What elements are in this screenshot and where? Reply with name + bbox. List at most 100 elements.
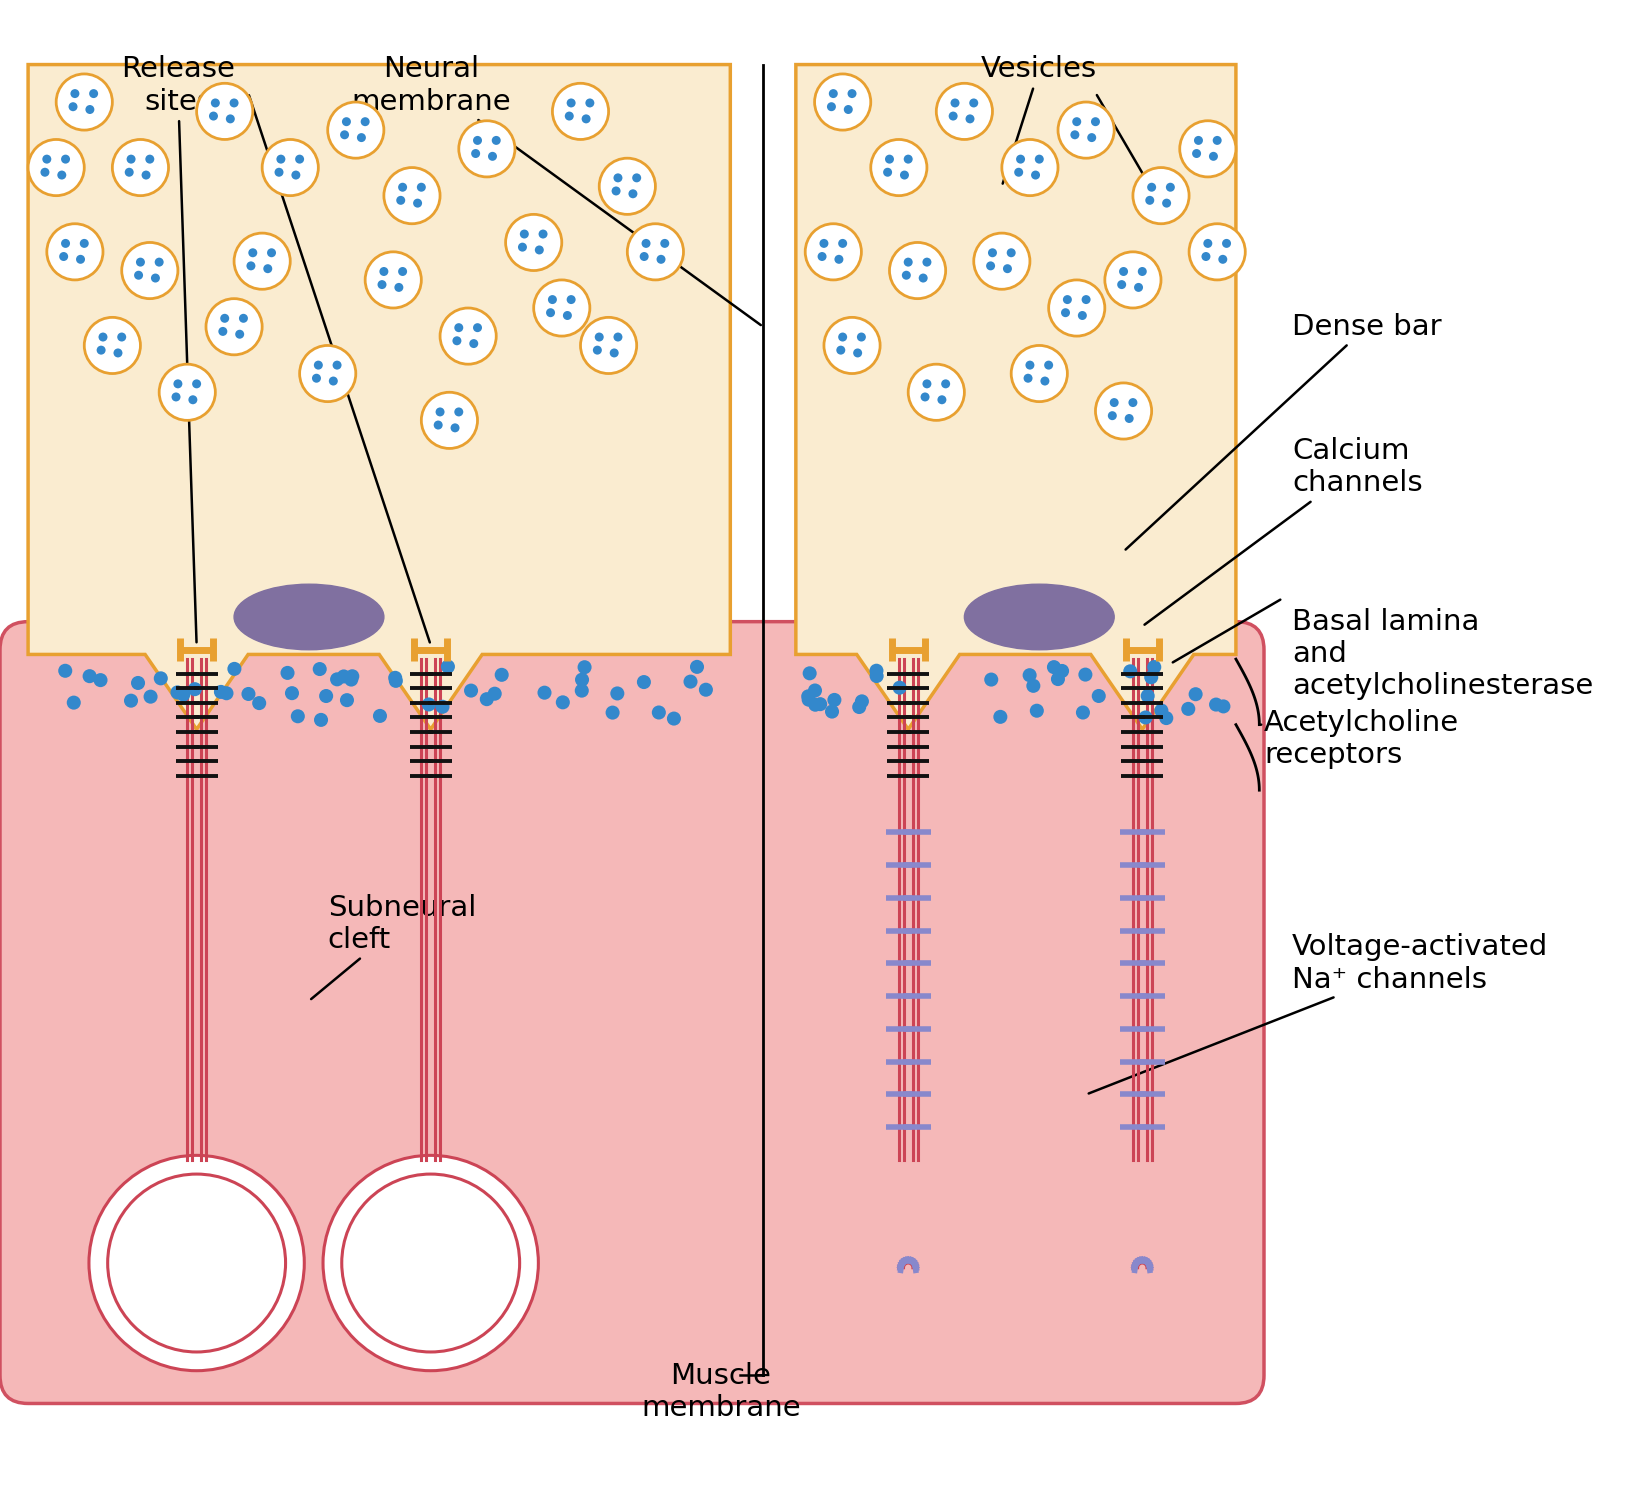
Circle shape (220, 686, 233, 700)
Circle shape (566, 99, 575, 108)
Circle shape (292, 171, 300, 180)
Circle shape (1014, 168, 1022, 177)
Circle shape (122, 243, 178, 298)
Circle shape (90, 88, 98, 97)
Circle shape (823, 318, 880, 373)
Circle shape (949, 111, 957, 120)
Circle shape (1076, 706, 1089, 719)
Circle shape (452, 336, 461, 345)
Circle shape (357, 133, 365, 142)
Circle shape (440, 309, 496, 364)
Circle shape (336, 670, 350, 683)
Circle shape (657, 255, 665, 264)
Circle shape (639, 252, 649, 261)
Circle shape (869, 670, 883, 683)
PathPatch shape (795, 64, 1236, 730)
Circle shape (919, 392, 929, 401)
Circle shape (192, 379, 200, 388)
Circle shape (487, 151, 497, 160)
Circle shape (47, 223, 103, 280)
Circle shape (553, 84, 608, 139)
Circle shape (533, 280, 590, 336)
Circle shape (683, 674, 698, 689)
Circle shape (993, 710, 1007, 724)
Circle shape (187, 682, 202, 697)
Circle shape (114, 349, 122, 358)
Circle shape (1125, 413, 1133, 422)
Circle shape (628, 223, 683, 280)
Circle shape (577, 661, 592, 674)
Circle shape (1178, 121, 1236, 177)
Circle shape (800, 689, 815, 704)
Circle shape (1048, 280, 1104, 336)
Ellipse shape (963, 584, 1113, 650)
Circle shape (112, 139, 168, 196)
Circle shape (825, 704, 838, 719)
Circle shape (562, 312, 572, 321)
Circle shape (1025, 361, 1033, 370)
Circle shape (134, 271, 143, 280)
Circle shape (55, 73, 112, 130)
Circle shape (1133, 283, 1143, 292)
Circle shape (323, 1155, 538, 1371)
Circle shape (1090, 117, 1099, 126)
Circle shape (835, 255, 843, 264)
Circle shape (96, 346, 106, 355)
Circle shape (218, 327, 227, 336)
Circle shape (1138, 710, 1152, 725)
Circle shape (491, 136, 500, 145)
Circle shape (1029, 704, 1043, 718)
Circle shape (70, 88, 80, 97)
Circle shape (575, 673, 588, 686)
Circle shape (253, 697, 266, 710)
Circle shape (267, 249, 275, 258)
Circle shape (1025, 679, 1040, 694)
Circle shape (518, 243, 526, 252)
Circle shape (398, 267, 408, 276)
Circle shape (936, 84, 993, 139)
Circle shape (1061, 309, 1069, 318)
Circle shape (300, 346, 355, 401)
Circle shape (564, 111, 574, 120)
Circle shape (1180, 703, 1195, 716)
Circle shape (329, 376, 337, 385)
Circle shape (313, 662, 326, 676)
Circle shape (610, 686, 624, 701)
Circle shape (937, 395, 945, 404)
Circle shape (843, 105, 852, 114)
Circle shape (1030, 171, 1040, 180)
Circle shape (280, 667, 295, 680)
Circle shape (135, 258, 145, 267)
Circle shape (869, 664, 883, 677)
Circle shape (1024, 373, 1032, 382)
Circle shape (396, 196, 404, 205)
Circle shape (90, 1155, 305, 1371)
Circle shape (311, 373, 321, 382)
Circle shape (689, 659, 704, 674)
Circle shape (986, 261, 994, 270)
Circle shape (1107, 410, 1117, 419)
Circle shape (538, 229, 548, 238)
Circle shape (1090, 689, 1105, 703)
Circle shape (240, 313, 248, 322)
Circle shape (908, 364, 963, 421)
Circle shape (983, 673, 998, 686)
Circle shape (469, 339, 478, 348)
Circle shape (838, 333, 846, 342)
Text: Acetylcholine
receptors: Acetylcholine receptors (1263, 709, 1459, 768)
Circle shape (574, 683, 588, 698)
Circle shape (365, 252, 421, 309)
Circle shape (124, 168, 134, 177)
Circle shape (1040, 376, 1048, 385)
Circle shape (1117, 280, 1125, 289)
Circle shape (455, 324, 463, 333)
Circle shape (398, 183, 408, 192)
Circle shape (205, 298, 262, 355)
Circle shape (1055, 664, 1068, 679)
Circle shape (153, 671, 168, 686)
Circle shape (941, 379, 950, 388)
Circle shape (130, 676, 145, 691)
Circle shape (892, 680, 906, 695)
Circle shape (421, 392, 478, 448)
Circle shape (329, 673, 344, 686)
